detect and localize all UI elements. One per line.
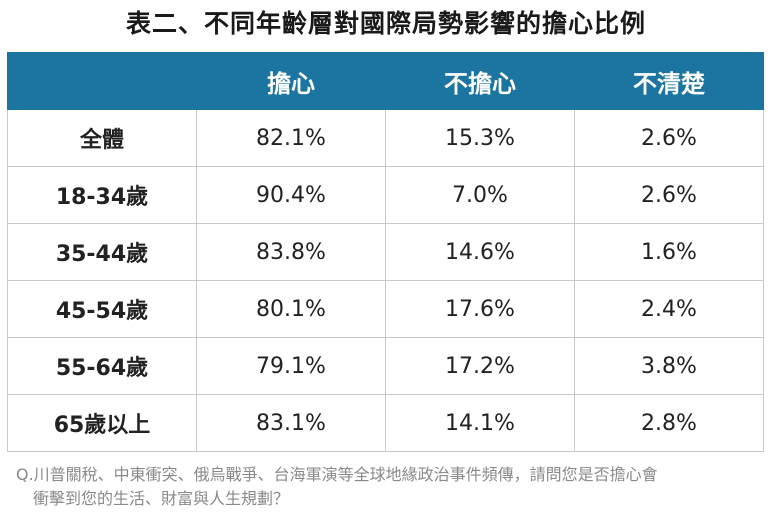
value-cell: 2.6% bbox=[574, 166, 764, 224]
row-label: 18-34歲 bbox=[7, 166, 197, 224]
value-cell: 3.8% bbox=[574, 337, 764, 395]
header-cell-not-worried: 不擔心 bbox=[385, 52, 575, 110]
value-cell: 7.0% bbox=[385, 166, 575, 224]
table-title: 表二、不同年齡層對國際局勢影響的擔心比例 bbox=[125, 9, 646, 38]
table-row: 全體 82.1% 15.3% 2.6% bbox=[7, 109, 764, 167]
value-cell: 14.6% bbox=[385, 223, 575, 281]
row-label: 55-64歲 bbox=[7, 337, 197, 395]
survey-question-note: Q.川普關稅、中東衝突、俄烏戰爭、台海軍演等全球地緣政治事件頻傳，請問您是否擔心… bbox=[16, 463, 766, 511]
table-row: 35-44歲 83.8% 14.6% 1.6% bbox=[7, 223, 764, 281]
value-cell: 79.1% bbox=[196, 337, 386, 395]
header-row: 擔心 不擔心 不清楚 bbox=[7, 52, 764, 110]
value-cell: 15.3% bbox=[385, 109, 575, 167]
value-cell: 14.1% bbox=[385, 394, 575, 452]
value-cell: 82.1% bbox=[196, 109, 386, 167]
note-line-1: Q.川普關稅、中東衝突、俄烏戰爭、台海軍演等全球地緣政治事件頻傳，請問您是否擔心… bbox=[16, 465, 658, 484]
header-cell-unsure: 不清楚 bbox=[574, 52, 764, 110]
row-label: 35-44歲 bbox=[7, 223, 197, 281]
row-label: 全體 bbox=[7, 109, 197, 167]
value-cell: 2.4% bbox=[574, 280, 764, 338]
data-table: 擔心 不擔心 不清楚 全體 82.1% 15.3% 2.6% 18-34歲 90… bbox=[7, 52, 764, 452]
header-cell-blank bbox=[7, 52, 197, 110]
table-row: 18-34歲 90.4% 7.0% 2.6% bbox=[7, 166, 764, 224]
table-row: 45-54歲 80.1% 17.6% 2.4% bbox=[7, 280, 764, 338]
value-cell: 80.1% bbox=[196, 280, 386, 338]
value-cell: 2.8% bbox=[574, 394, 764, 452]
header-cell-worried: 擔心 bbox=[196, 52, 386, 110]
value-cell: 1.6% bbox=[574, 223, 764, 281]
value-cell: 17.6% bbox=[385, 280, 575, 338]
value-cell: 17.2% bbox=[385, 337, 575, 395]
row-label: 45-54歲 bbox=[7, 280, 197, 338]
value-cell: 83.8% bbox=[196, 223, 386, 281]
value-cell: 2.6% bbox=[574, 109, 764, 167]
value-cell: 83.1% bbox=[196, 394, 386, 452]
table-row: 65歲以上 83.1% 14.1% 2.8% bbox=[7, 394, 764, 452]
table-row: 55-64歲 79.1% 17.2% 3.8% bbox=[7, 337, 764, 395]
row-label: 65歲以上 bbox=[7, 394, 197, 452]
value-cell: 90.4% bbox=[196, 166, 386, 224]
note-line-2: 衝擊到您的生活、財富與人生規劃？ bbox=[33, 489, 290, 508]
